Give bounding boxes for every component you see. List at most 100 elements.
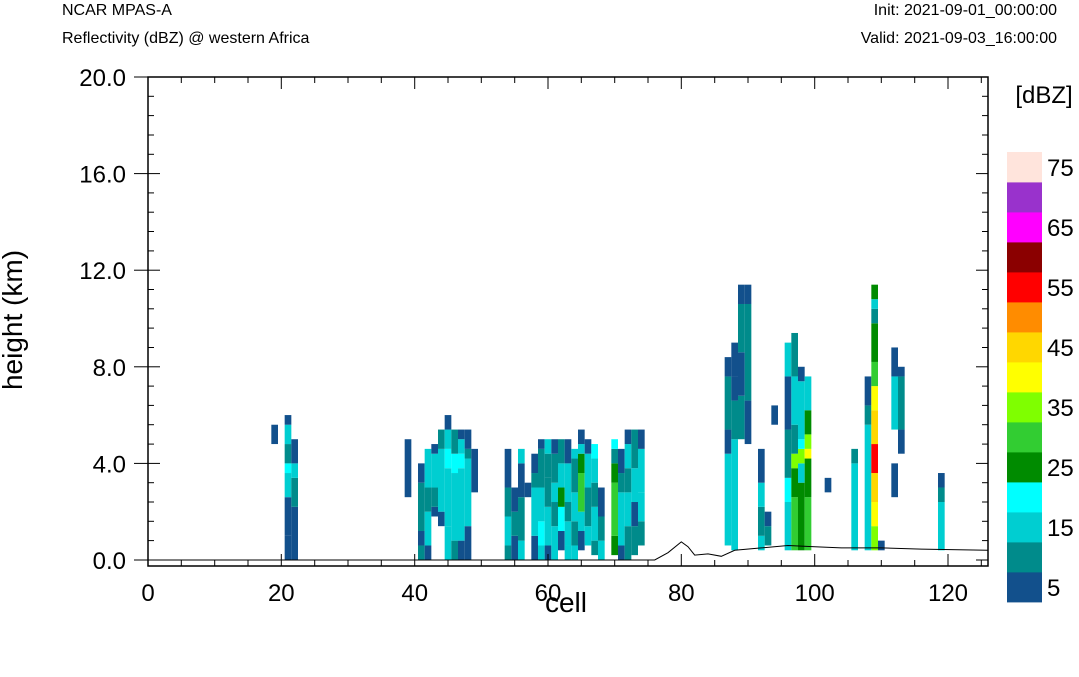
reflectivity-cell xyxy=(571,448,578,459)
reflectivity-cell xyxy=(578,473,585,512)
reflectivity-cell xyxy=(444,526,452,560)
x-tick-label: 40 xyxy=(401,580,428,607)
reflectivity-cell xyxy=(431,453,438,488)
reflectivity-cell xyxy=(424,545,432,560)
reflectivity-cell xyxy=(624,429,632,445)
reflectivity-cell xyxy=(544,453,552,478)
reflectivity-cell xyxy=(638,521,645,546)
reflectivity-cell xyxy=(891,376,898,430)
reflectivity-cell xyxy=(618,545,625,560)
reflectivity-cell xyxy=(571,545,578,560)
y-tick-label: 4.0 xyxy=(93,451,126,478)
reflectivity-cell xyxy=(451,540,458,560)
reflectivity-cell xyxy=(291,477,298,507)
reflectivity-cell xyxy=(611,463,618,483)
reflectivity-cell xyxy=(624,526,632,560)
reflectivity-cell xyxy=(871,361,878,387)
chart-title: NCAR MPAS-A xyxy=(62,2,172,19)
colorbar-label: 15 xyxy=(1047,515,1074,542)
reflectivity-cell xyxy=(724,429,732,454)
reflectivity-cell xyxy=(458,439,465,454)
reflectivity-cell xyxy=(624,468,632,493)
reflectivity-cell xyxy=(464,458,472,527)
reflectivity-cell xyxy=(418,463,425,483)
reflectivity-cell xyxy=(744,284,752,304)
reflectivity-cell xyxy=(591,506,598,541)
colorbar-swatch xyxy=(1007,332,1042,363)
reflectivity-cell xyxy=(724,453,732,546)
reflectivity-cell xyxy=(464,448,472,459)
reflectivity-cell xyxy=(791,453,798,469)
reflectivity-cell xyxy=(438,429,445,449)
reflectivity-cell xyxy=(804,458,812,498)
reflectivity-cell xyxy=(458,540,465,560)
reflectivity-cell xyxy=(558,439,565,464)
y-tick-label: 16.0 xyxy=(79,162,126,189)
y-axis-label: height (km) xyxy=(0,250,28,390)
reflectivity-cell xyxy=(564,502,572,522)
reflectivity-cell xyxy=(558,506,565,531)
x-axis-label: cell xyxy=(545,587,587,618)
reflectivity-cell xyxy=(731,400,738,440)
reflectivity-cell xyxy=(531,535,538,560)
reflectivity-cell xyxy=(284,535,292,560)
reflectivity-cell xyxy=(584,526,592,546)
reflectivity-cell xyxy=(558,487,565,507)
reflectivity-cell xyxy=(458,468,465,541)
reflectivity-cell xyxy=(798,439,805,449)
reflectivity-cell xyxy=(758,535,765,551)
reflectivity-cell xyxy=(598,487,605,517)
reflectivity-cell xyxy=(504,516,512,546)
reflectivity-cell xyxy=(871,386,878,411)
reflectivity-cell xyxy=(464,429,472,449)
reflectivity-cell xyxy=(891,347,898,377)
reflectivity-cell xyxy=(938,502,945,551)
reflectivity-cell xyxy=(418,530,425,546)
reflectivity-cell xyxy=(558,463,565,488)
reflectivity-cell xyxy=(284,497,292,536)
reflectivity-cell xyxy=(898,366,905,377)
colorbar-swatch xyxy=(1007,542,1042,573)
reflectivity-cell xyxy=(598,516,605,541)
reflectivity-cell xyxy=(618,448,625,474)
reflectivity-cell xyxy=(584,439,592,454)
reflectivity-cell xyxy=(871,473,878,503)
reflectivity-cell xyxy=(564,439,572,464)
reflectivity-cell xyxy=(804,497,812,551)
reflectivity-cell xyxy=(284,473,292,498)
reflectivity-cell xyxy=(571,492,578,522)
colorbar-swatch xyxy=(1007,452,1042,483)
reflectivity-cell xyxy=(891,463,898,498)
colorbar-swatch xyxy=(1007,182,1042,213)
colorbar-swatch xyxy=(1007,572,1042,603)
colorbar-swatch xyxy=(1007,302,1042,333)
reflectivity-cell xyxy=(758,448,765,483)
reflectivity-cell xyxy=(804,434,812,449)
reflectivity-cell xyxy=(418,482,425,531)
reflectivity-cell xyxy=(731,342,738,377)
reflectivity-cell xyxy=(804,376,812,411)
colorbar-label: 65 xyxy=(1047,215,1074,242)
reflectivity-cell xyxy=(438,511,445,527)
reflectivity-cell xyxy=(511,487,518,512)
reflectivity-cell xyxy=(758,506,765,536)
reflectivity-cell xyxy=(584,453,592,488)
reflectivity-cell xyxy=(618,492,625,546)
reflectivity-cell xyxy=(871,299,878,309)
reflectivity-cell xyxy=(538,545,545,560)
reflectivity-cell xyxy=(724,357,732,377)
terrain-line xyxy=(148,541,989,561)
y-tick-label: 8.0 xyxy=(93,355,126,382)
reflectivity-cell xyxy=(291,439,298,464)
x-axis: 0 20 40 60 80 100 120 xyxy=(141,77,982,607)
reflectivity-cell xyxy=(871,502,878,527)
reflectivity-cell xyxy=(518,540,525,560)
reflectivity-cell xyxy=(504,487,512,517)
reflectivity-cell xyxy=(731,376,738,401)
colorbar-swatch xyxy=(1007,272,1042,303)
reflectivity-cell xyxy=(784,376,792,430)
reflectivity-cell xyxy=(791,376,798,425)
reflectivity-cell xyxy=(631,526,638,556)
reflectivity-cell xyxy=(624,444,632,469)
reflectivity-cell xyxy=(744,400,752,445)
